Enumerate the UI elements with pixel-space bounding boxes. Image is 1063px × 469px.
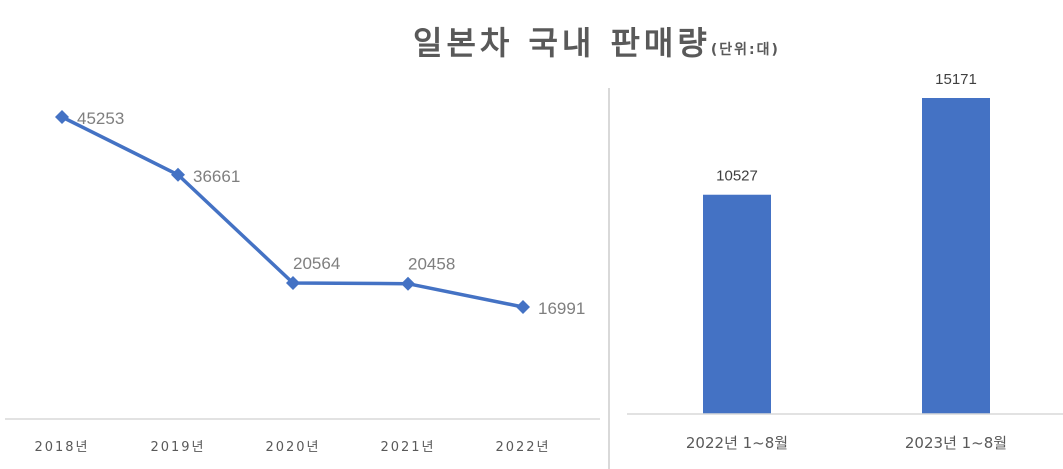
diamond-marker [55,110,69,124]
bar-data-label: 15171 [935,71,977,88]
line-markers [55,110,530,314]
line-data-label: 36661 [193,167,240,186]
diamond-marker [401,276,415,291]
line-x-tick-labels: 2018년 2019년 2020년 2021년 2022년 [34,440,550,455]
chart-title: 일본차 국내 판매량(단위:대) [413,18,780,64]
x-tick-label: 2018년 [34,440,89,455]
bar-data-label: 10527 [716,168,758,185]
bar [703,194,771,414]
line-data-label: 20458 [408,255,455,274]
x-tick-label: 2020년 [265,440,320,455]
bar [922,98,990,414]
x-tick-label: 2022년 [495,440,550,455]
line-chart: 45253 36661 20564 20458 16991 2018년 2019년 2020… [5,109,600,455]
chart-title-unit: (단위:대) [710,42,780,58]
bar-series [703,98,990,414]
panel-divider [608,88,610,469]
x-tick-label: 2023년 1~8월 [905,434,1007,452]
diamond-marker [171,167,185,182]
bar-data-labels: 10527 15171 [716,71,977,185]
line-data-label: 16991 [538,299,585,318]
bar-chart: 10527 15171 2022년 1~8월 2023년 1~8월 [627,71,1063,452]
x-tick-label: 2022년 1~8월 [686,434,788,452]
x-tick-label: 2019년 [150,440,205,455]
diamond-marker [286,275,300,290]
bar-x-tick-labels: 2022년 1~8월 2023년 1~8월 [686,434,1007,452]
line-data-label: 20564 [293,254,340,273]
chart-title-main: 일본차 국내 판매량 [413,24,711,62]
line-data-labels: 45253 36661 20564 20458 16991 [77,109,585,318]
x-tick-label: 2021년 [380,440,435,455]
line-data-label: 45253 [77,109,124,128]
diamond-marker [516,300,530,314]
